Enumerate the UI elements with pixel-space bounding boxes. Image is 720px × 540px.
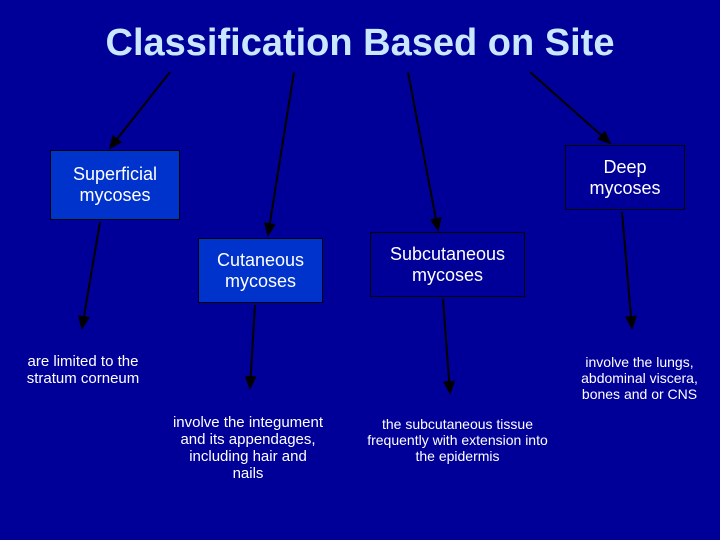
- arrow-0: [110, 72, 170, 148]
- box-desc_deep: involve the lungs, abdominal viscera, bo…: [562, 330, 717, 425]
- box-desc_cutaneous: involve the integument and its appendage…: [168, 390, 328, 505]
- arrow-3: [530, 72, 610, 143]
- box-desc_superficial: are limited to the stratum corneum: [18, 330, 148, 410]
- box-cutaneous: Cutaneous mycoses: [198, 238, 323, 303]
- arrow-7: [622, 212, 632, 328]
- arrow-4: [82, 222, 100, 328]
- box-superficial: Superficial mycoses: [50, 150, 180, 220]
- arrow-6: [443, 299, 450, 393]
- box-deep: Deep mycoses: [565, 145, 685, 210]
- box-desc_subcutaneous: the subcutaneous tissue frequently with …: [360, 395, 555, 485]
- box-subcutaneous: Subcutaneous mycoses: [370, 232, 525, 297]
- arrow-1: [268, 72, 294, 235]
- slide-title: Classification Based on Site: [0, 22, 720, 65]
- arrow-2: [408, 72, 438, 230]
- arrow-5: [250, 305, 255, 388]
